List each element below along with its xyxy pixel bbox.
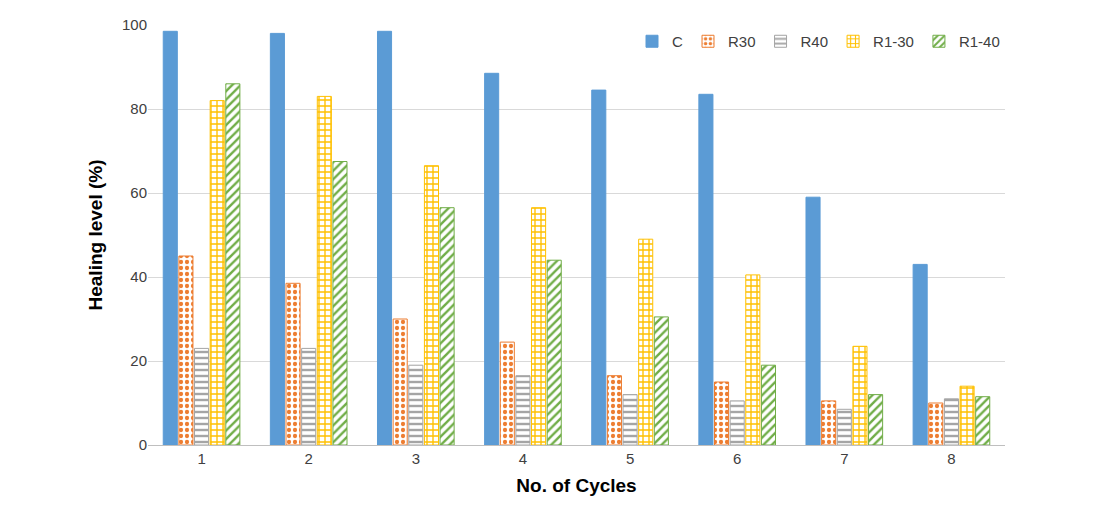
svg-text:No. of Cycles: No. of Cycles [516,475,636,496]
svg-text:7: 7 [840,450,848,467]
svg-text:2: 2 [305,450,313,467]
svg-text:40: 40 [130,268,147,285]
svg-text:80: 80 [130,100,147,117]
svg-text:4: 4 [519,450,527,467]
svg-text:Healing level (%): Healing level (%) [85,160,106,311]
svg-text:0: 0 [139,436,147,453]
svg-text:20: 20 [130,352,147,369]
svg-text:1: 1 [197,450,205,467]
svg-text:R30: R30 [728,33,756,50]
svg-text:C: C [672,33,683,50]
svg-text:5: 5 [626,450,634,467]
svg-text:8: 8 [947,450,955,467]
svg-text:3: 3 [412,450,420,467]
svg-text:6: 6 [733,450,741,467]
svg-text:100: 100 [122,16,147,33]
svg-text:R1-40: R1-40 [959,33,1000,50]
svg-text:R40: R40 [801,33,829,50]
svg-text:60: 60 [130,184,147,201]
svg-text:R1-30: R1-30 [873,33,914,50]
